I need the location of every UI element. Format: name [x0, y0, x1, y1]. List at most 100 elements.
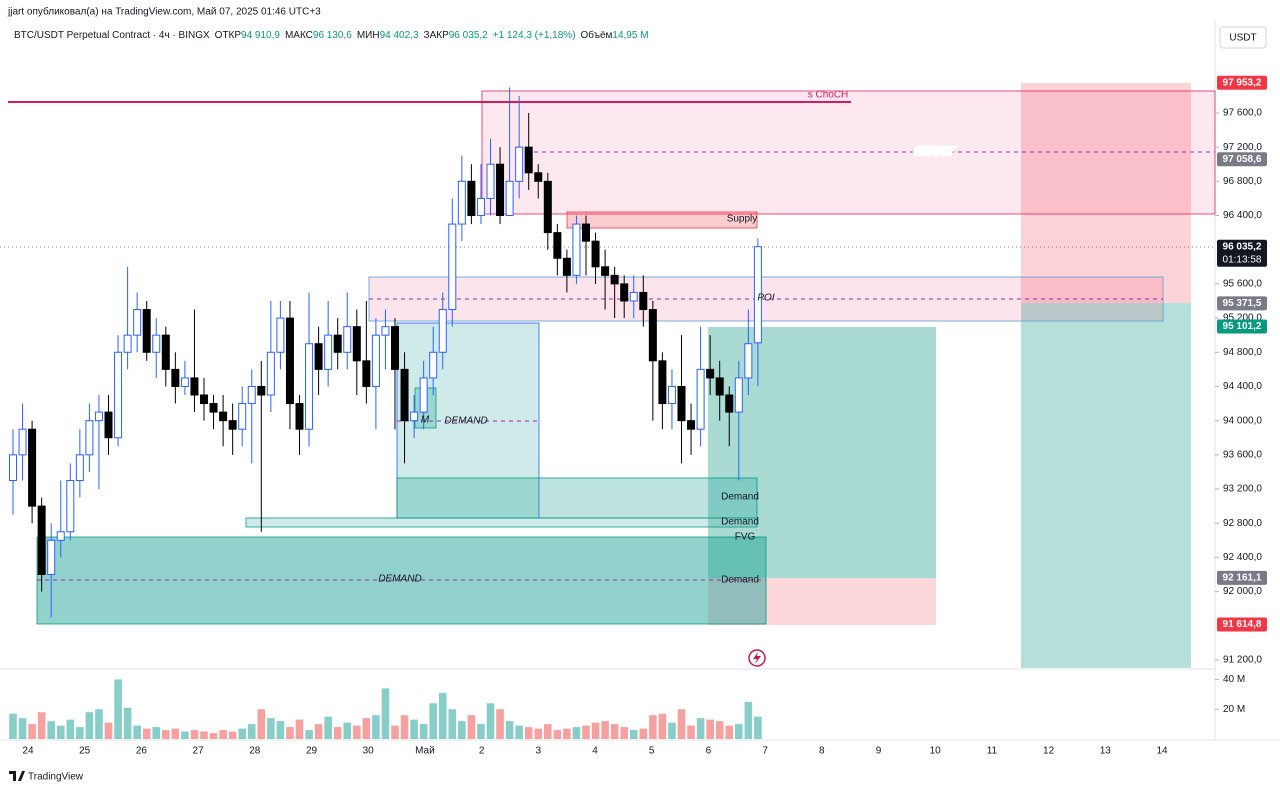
legend-item: ЗАКР — [424, 30, 450, 41]
y-tick-label: 92 400,0 — [1223, 552, 1262, 563]
currency-button[interactable] — [1219, 26, 1267, 49]
volume-bar — [563, 728, 571, 739]
countdown: 01:13:58 — [1223, 254, 1262, 265]
candle-body — [658, 360, 667, 405]
x-tick-label: 5 — [649, 746, 655, 757]
price-label-bg — [1217, 75, 1267, 90]
volume-bar — [477, 724, 485, 739]
legend-item: 94 402,3 — [380, 30, 419, 41]
price-label-bg — [1217, 319, 1267, 334]
price-label-bg — [1217, 152, 1267, 167]
candle-body — [553, 232, 562, 259]
volume-bar — [725, 725, 734, 739]
annotation: DEMAND — [378, 574, 421, 585]
demand-zone — [396, 477, 758, 519]
annotation: DEMAND — [444, 416, 487, 427]
candle-body — [391, 326, 399, 370]
candle-body — [400, 368, 409, 422]
candle-body — [582, 223, 590, 242]
x-tick-label: 4 — [592, 746, 598, 757]
candle-body — [601, 266, 610, 276]
legend-item: 94 910,9 — [241, 30, 280, 41]
candle-body — [515, 146, 524, 182]
currency[interactable]: USDT — [1229, 33, 1256, 44]
candle-body — [562, 257, 571, 276]
volume-bar — [18, 718, 27, 739]
candle-body — [123, 334, 132, 353]
x-tick-label: 11 — [987, 746, 998, 757]
x-tick-label: 24 — [22, 746, 34, 757]
volume-bar — [505, 721, 514, 739]
volume-bar — [706, 719, 714, 739]
y-tick-label: 94 000,0 — [1223, 415, 1262, 426]
x-tick-label: 12 — [1043, 746, 1055, 757]
volume-bar — [152, 727, 161, 739]
volume-bar — [133, 725, 141, 739]
candle-body — [591, 240, 600, 268]
y-tick-label: 97 600,0 — [1223, 108, 1262, 119]
volume-bar — [486, 703, 495, 739]
candle-body — [419, 377, 428, 413]
volume-bar — [391, 725, 399, 739]
y-tick-label: 91 200,0 — [1223, 655, 1262, 666]
x-tick-label: 27 — [193, 746, 205, 757]
volume-bar — [496, 709, 504, 739]
price-label: 97 953,2 — [1223, 77, 1262, 88]
volume-bar — [658, 713, 667, 739]
price-label: 97 058,6 — [1223, 154, 1262, 165]
candle-body — [524, 146, 533, 174]
volume-bar — [181, 731, 189, 739]
candle-body — [219, 411, 228, 422]
volume-bar — [276, 721, 285, 739]
volume-bar — [553, 730, 562, 739]
volume-bar — [515, 725, 523, 739]
candle-body — [753, 246, 762, 344]
volume-bar — [400, 715, 409, 739]
volume-tick-label: 20 M — [1223, 704, 1245, 715]
candle-body — [534, 172, 543, 182]
drawings — [0, 83, 1216, 668]
volume-bar — [610, 724, 619, 739]
candle-body — [104, 411, 113, 439]
volume-bar — [544, 724, 552, 739]
x-tick-label: 3 — [536, 746, 542, 757]
candle-body — [9, 454, 17, 481]
candles — [9, 87, 762, 618]
candle-body — [190, 377, 199, 396]
candle-body — [238, 403, 247, 430]
price-label: 92 161,1 — [1223, 572, 1262, 583]
volume-bar — [37, 712, 46, 739]
y-tick-label: 92 000,0 — [1223, 586, 1262, 597]
candle-body — [687, 420, 696, 430]
volume-bar — [114, 679, 122, 739]
candle-body — [496, 163, 505, 217]
volume-bar — [228, 731, 237, 739]
volume-bar — [238, 728, 246, 739]
demand-zone — [396, 322, 540, 519]
volume-bar — [353, 725, 361, 739]
volume-bar — [629, 730, 638, 739]
x-tick-label: 29 — [306, 746, 318, 757]
volume-bar — [429, 703, 437, 739]
y-tick-label: 96 400,0 — [1223, 210, 1262, 221]
x-tick-label: 8 — [819, 746, 825, 757]
price-label-bg — [1217, 239, 1267, 267]
candle-body — [266, 351, 275, 396]
alert-icon[interactable] — [748, 649, 766, 667]
volume-bar — [438, 692, 447, 739]
candle-body — [667, 385, 676, 405]
publisher: jjart опубликовал(а) на TradingView.com,… — [7, 6, 321, 18]
candle-body — [18, 428, 27, 456]
y-tick-label: 93 600,0 — [1223, 449, 1262, 460]
candle-body — [305, 343, 314, 430]
legend: BTC/USDT Perpetual Contract · 4ч · BINGX… — [14, 29, 649, 41]
candle-body — [677, 385, 686, 422]
volume-bar — [247, 724, 256, 739]
volume-bar — [286, 727, 294, 739]
volume-bar — [410, 719, 418, 739]
candle-body — [543, 180, 552, 234]
candle-body — [333, 334, 342, 353]
candle-body — [180, 377, 189, 387]
candle-body — [209, 403, 218, 413]
volume — [9, 679, 762, 739]
